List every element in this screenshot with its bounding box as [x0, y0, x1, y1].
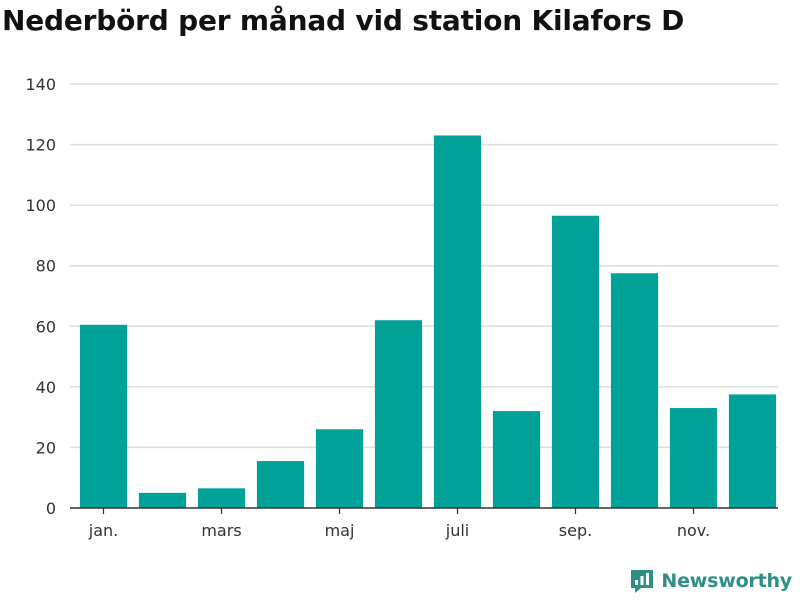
x-tick-label: mars [201, 521, 241, 540]
y-tick-labels: 0 20 40 60 80 100 120 140 [25, 75, 56, 518]
bar-juli [433, 135, 482, 508]
bar-nov [669, 408, 718, 508]
x-tick-label: sep. [559, 521, 592, 540]
brand-name: Newsworthy [661, 570, 792, 592]
y-tick-label: 100 [25, 196, 56, 215]
bar-apr [256, 461, 305, 508]
x-tick-label: nov. [677, 521, 710, 540]
x-tick-label: maj [325, 521, 355, 540]
grid-lines [70, 83, 778, 449]
y-tick-label: 80 [36, 257, 56, 276]
bar-dec [728, 394, 777, 508]
bar-chart-speech-bubble-icon [631, 570, 654, 593]
y-tick-label: 140 [25, 75, 56, 94]
y-tick-label: 0 [46, 499, 56, 518]
bar-jan [79, 324, 128, 508]
y-tick-label: 120 [25, 136, 56, 155]
brand-logo: Newsworthy [629, 568, 792, 594]
bars [79, 135, 777, 508]
x-axis [70, 507, 778, 514]
x-tick-label: jan. [88, 521, 118, 540]
x-tick-label: juli [445, 521, 469, 540]
y-tick-label: 40 [36, 378, 56, 397]
bar-mars [197, 488, 246, 508]
bar-feb [138, 492, 187, 508]
x-tick-labels: jan. mars maj juli sep. nov. [88, 521, 710, 540]
bar-sep [551, 215, 600, 508]
y-tick-label: 20 [36, 438, 56, 457]
bar-juni [374, 320, 423, 508]
chart-title: Nederbörd per månad vid station Kilafors… [2, 4, 685, 37]
y-tick-label: 60 [36, 317, 56, 336]
bar-maj [315, 429, 364, 508]
bar-aug [492, 411, 541, 508]
bar-okt [610, 273, 659, 508]
